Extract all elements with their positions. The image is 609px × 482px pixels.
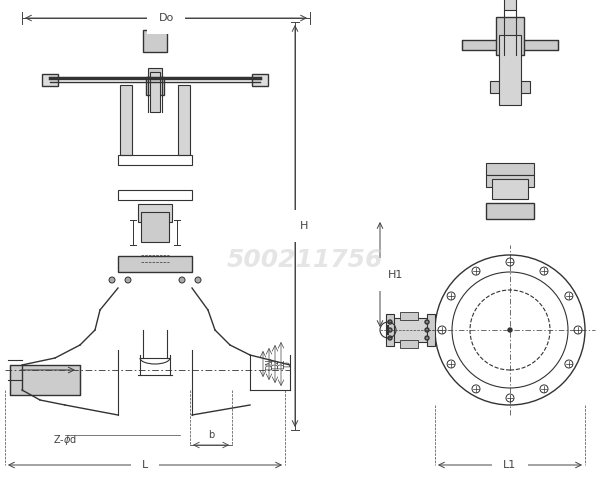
- Bar: [10, 365, 80, 395]
- Bar: [150, 72, 160, 112]
- Bar: [427, 314, 435, 346]
- Bar: [143, 30, 167, 52]
- Circle shape: [508, 328, 512, 332]
- Bar: [486, 203, 534, 219]
- Text: L: L: [142, 460, 148, 470]
- Text: D1: D1: [277, 359, 286, 369]
- Bar: [120, 85, 132, 155]
- Text: Z-$\phi$d: Z-$\phi$d: [53, 433, 77, 447]
- Circle shape: [179, 277, 185, 283]
- Bar: [42, 74, 58, 86]
- Text: H: H: [300, 221, 308, 231]
- Circle shape: [125, 277, 131, 283]
- Bar: [118, 190, 192, 200]
- Bar: [178, 85, 190, 155]
- Bar: [504, 0, 516, 10]
- Bar: [146, 77, 164, 95]
- Text: L1: L1: [504, 460, 516, 470]
- Text: b: b: [208, 430, 214, 440]
- Circle shape: [425, 328, 429, 332]
- Text: Do: Do: [158, 13, 174, 23]
- Circle shape: [195, 277, 201, 283]
- Text: DN: DN: [265, 358, 274, 370]
- Bar: [492, 179, 528, 199]
- Bar: [496, 17, 524, 55]
- Bar: [490, 81, 530, 93]
- Circle shape: [425, 320, 429, 324]
- Bar: [148, 68, 162, 78]
- Bar: [118, 256, 192, 272]
- Bar: [400, 312, 418, 320]
- Bar: [499, 35, 521, 105]
- Bar: [400, 340, 418, 348]
- Bar: [486, 175, 534, 187]
- Bar: [138, 204, 172, 222]
- Bar: [392, 318, 427, 342]
- Circle shape: [425, 336, 429, 340]
- Bar: [252, 74, 268, 86]
- Circle shape: [388, 336, 392, 340]
- Text: 500211756: 500211756: [227, 248, 383, 272]
- Circle shape: [109, 277, 115, 283]
- Bar: [386, 314, 394, 346]
- Bar: [486, 163, 534, 175]
- Bar: [141, 212, 169, 242]
- Bar: [462, 40, 558, 50]
- Circle shape: [388, 320, 392, 324]
- Text: D: D: [283, 361, 292, 367]
- Text: D2: D2: [271, 359, 280, 369]
- Text: H1: H1: [388, 269, 403, 280]
- Circle shape: [388, 328, 392, 332]
- Bar: [118, 155, 192, 165]
